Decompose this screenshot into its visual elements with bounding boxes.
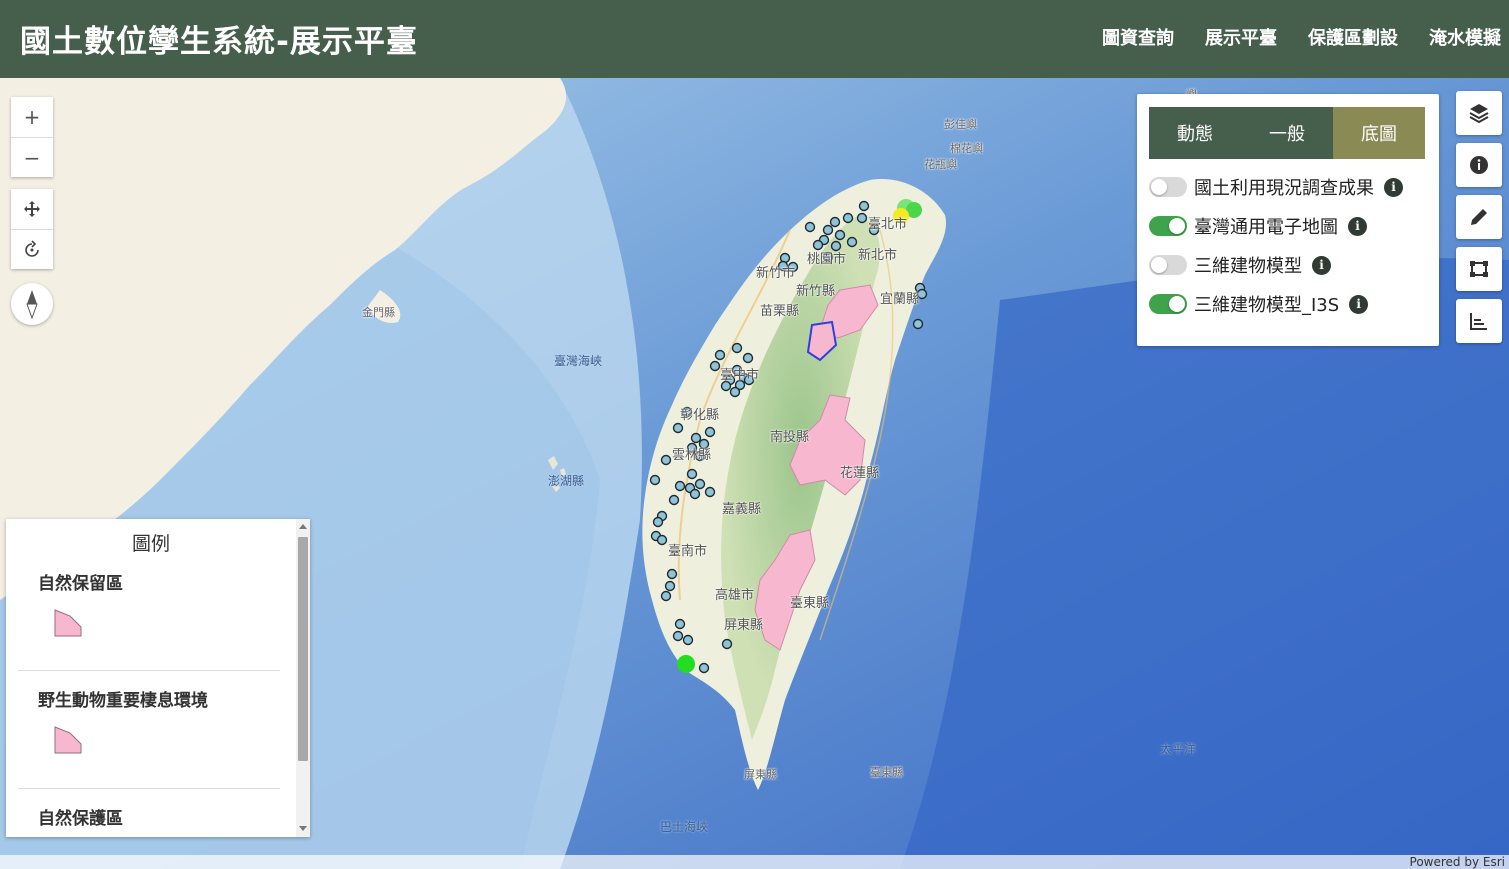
island-label-mianhua: 棉花嶼 (950, 142, 983, 155)
layer-tabs: 動態 一般 底圖 (1149, 107, 1425, 159)
nav-data-query[interactable]: 圖資查詢 (1102, 28, 1174, 49)
nav-flood-simulation[interactable]: 淹水模擬 (1429, 28, 1501, 49)
city-label-hsinchu-county: 新竹縣 (796, 284, 836, 299)
zoom-controls: + − (11, 97, 53, 177)
city-label-hsinchu-city: 新竹市 (756, 266, 796, 281)
pan-icon (24, 201, 40, 217)
legend-swatch-wildlife-habitat (54, 726, 82, 754)
layer-row-emap: 臺灣通用電子地圖 i (1149, 212, 1367, 240)
layer-toggle-3d-buildings[interactable] (1149, 255, 1187, 275)
layers-button[interactable] (1456, 91, 1502, 135)
nav-protected-area-zoning[interactable]: 保護區劃設 (1308, 28, 1398, 49)
info-icon[interactable]: i (1312, 255, 1331, 275)
city-label-pingtung: 屏東縣 (724, 618, 764, 633)
city-label-taitung-south: 臺東縣 (870, 766, 903, 779)
city-label-chiayi: 嘉義縣 (722, 502, 762, 517)
legend-divider (18, 788, 280, 789)
legend-panel: 圖例 自然保留區 野生動物重要棲息環境 自然保護區 (6, 519, 310, 837)
island-label-pengjia: 彭佳嶼 (944, 118, 977, 131)
pan-button[interactable] (11, 189, 53, 229)
draw-button[interactable] (1456, 195, 1502, 239)
city-label-nantou: 南投縣 (770, 430, 810, 445)
city-label-kaohsiung: 高雄市 (715, 588, 755, 603)
app-header: 國土數位孿生系統-展示平臺 圖資查詢 展示平臺 保護區劃設 淹水模擬 (0, 0, 1509, 78)
sea-label-pacific: 太平洋 (1160, 742, 1197, 756)
layer-name-land-use: 國土利用現況調查成果 (1194, 178, 1374, 199)
app-title: 國土數位孿生系統-展示平臺 (20, 24, 418, 60)
city-label-hualien: 花蓮縣 (840, 466, 880, 481)
pencil-icon (1471, 209, 1487, 225)
chart-button[interactable] (1456, 299, 1502, 343)
rotate-button[interactable] (11, 229, 53, 269)
city-label-yilan: 宜蘭縣 (880, 292, 920, 307)
city-label-taipei: 臺北市 (868, 217, 908, 232)
info-icon[interactable]: i (1348, 216, 1367, 236)
legend-label-wildlife-habitat: 野生動物重要棲息環境 (38, 691, 208, 711)
tab-basemap[interactable]: 底圖 (1333, 107, 1425, 159)
city-label-yunlin: 雲林縣 (672, 448, 712, 463)
compass-button[interactable] (11, 283, 53, 325)
tab-dynamic[interactable]: 動態 (1177, 124, 1213, 145)
layer-row-3d-buildings: 三維建物模型 i (1149, 251, 1331, 279)
layer-toggle-emap[interactable] (1149, 216, 1187, 236)
zoom-in-button[interactable]: + (23, 105, 41, 129)
basemap-layer-panel: 動態 一般 底圖 國土利用現況調查成果 i 臺灣通用電子地圖 i 三維建物模型 … (1137, 94, 1439, 346)
city-label-new-taipei: 新北市 (858, 248, 898, 263)
nav-showcase[interactable]: 展示平臺 (1205, 28, 1277, 49)
layer-toggle-land-use[interactable] (1149, 177, 1187, 197)
legend-divider (18, 670, 280, 671)
legend-swatch-nature-reserve (54, 609, 82, 637)
city-label-tainan: 臺南市 (668, 544, 708, 559)
city-label-miaoli: 苗栗縣 (760, 304, 800, 319)
city-label-taoyuan: 桃園市 (807, 252, 847, 267)
scroll-up-arrow-icon[interactable] (299, 524, 307, 529)
observation-points-layer (649, 199, 928, 674)
layer-toggle-3d-buildings-i3s[interactable] (1149, 294, 1187, 314)
crop-icon (1470, 261, 1488, 277)
layer-name-3d-buildings-i3s: 三維建物模型_I3S (1194, 295, 1340, 316)
layer-name-3d-buildings: 三維建物模型 (1194, 256, 1302, 277)
rotate-icon (25, 239, 39, 257)
navigation-controls (11, 189, 53, 269)
zoom-out-button[interactable]: − (11, 137, 53, 177)
info-icon (1470, 156, 1488, 174)
area-label-kinmen: 金門縣 (362, 306, 395, 319)
info-button[interactable] (1456, 143, 1502, 187)
bar-chart-icon (1470, 313, 1487, 330)
sea-label-bashi-channel: 巴士海峽 (660, 820, 709, 834)
layer-row-land-use: 國土利用現況調查成果 i (1149, 173, 1403, 201)
sea-label-taiwan-strait: 臺灣海峽 (554, 354, 603, 368)
extent-button[interactable] (1456, 247, 1502, 291)
city-label-pingtung-south: 屏東縣 (744, 768, 777, 781)
legend-label-nature-protected-area: 自然保護區 (38, 809, 123, 829)
info-icon[interactable]: i (1384, 177, 1403, 197)
map-attribution[interactable]: Powered by Esri (0, 855, 1509, 869)
layer-row-3d-buildings-i3s: 三維建物模型_I3S i (1149, 290, 1369, 318)
city-label-taitung: 臺東縣 (790, 596, 830, 611)
tab-general[interactable]: 一般 (1269, 124, 1305, 145)
legend-scroll-thumb[interactable] (298, 537, 308, 761)
layers-icon (1469, 104, 1489, 124)
scroll-down-arrow-icon[interactable] (299, 826, 307, 831)
main-nav: 圖資查詢 展示平臺 保護區劃設 淹水模擬 (1071, 24, 1501, 50)
city-label-taichung: 臺中市 (720, 368, 760, 383)
island-label-huaping: 花瓶嶼 (924, 158, 957, 171)
info-icon[interactable]: i (1349, 294, 1369, 314)
area-label-penghu: 澎湖縣 (548, 474, 585, 488)
layer-name-emap: 臺灣通用電子地圖 (1194, 217, 1338, 238)
legend-label-nature-reserve: 自然保留區 (38, 574, 123, 594)
compass-icon (26, 290, 38, 319)
legend-scrollbar[interactable] (296, 519, 310, 837)
legend-title: 圖例 (131, 533, 170, 555)
city-label-changhua: 彰化縣 (680, 408, 720, 423)
